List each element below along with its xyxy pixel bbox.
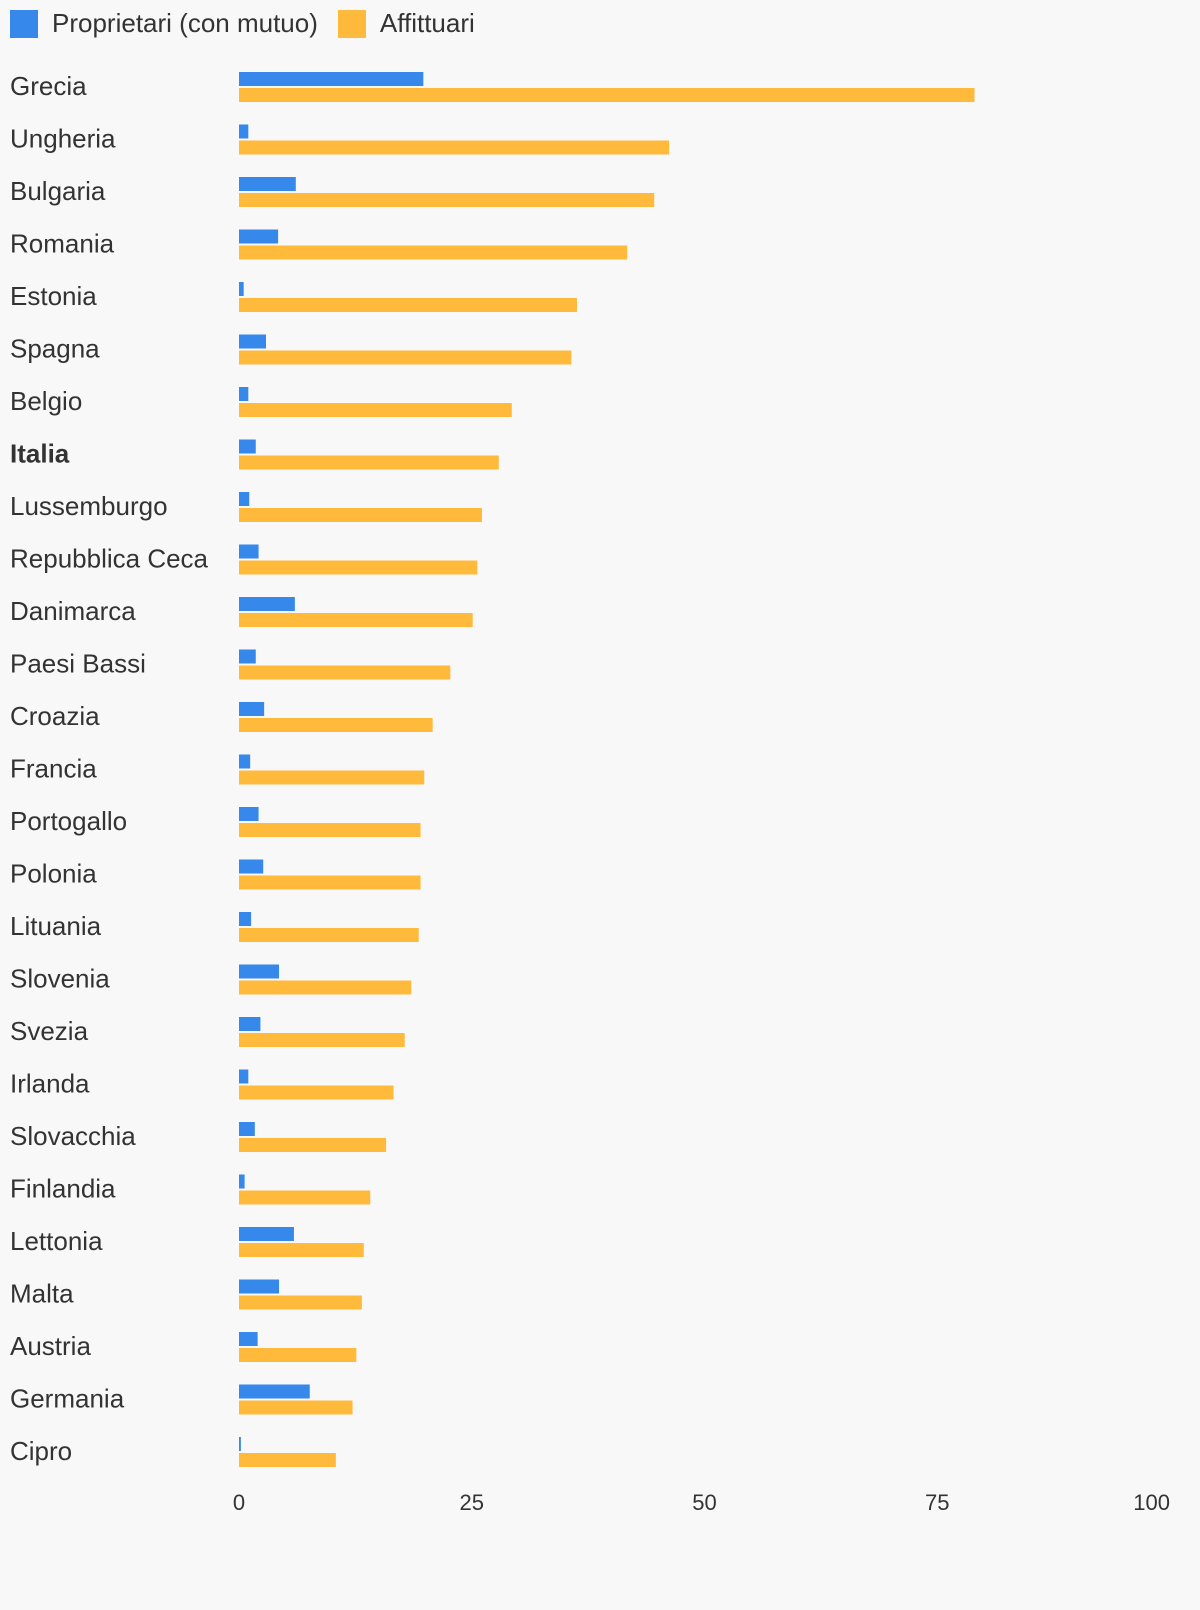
bar-renters — [239, 403, 512, 417]
bar-owners — [239, 649, 256, 664]
category-label: Slovacchia — [10, 1121, 136, 1151]
x-tick-label: 75 — [925, 1490, 949, 1515]
bar-renters — [239, 1138, 387, 1152]
bar-owners — [239, 282, 244, 296]
category-label: Malta — [10, 1279, 74, 1309]
category-label: Slovenia — [10, 964, 110, 994]
bar-owners — [239, 1437, 241, 1451]
bar-renters — [239, 298, 577, 312]
bar-renters — [239, 980, 412, 995]
bar-renters — [239, 1243, 364, 1257]
bar-owners — [239, 597, 295, 611]
bar-owners — [239, 1384, 310, 1399]
category-label: Croazia — [10, 701, 100, 731]
category-label: Paesi Bassi — [10, 649, 146, 679]
bar-renters — [239, 1400, 353, 1415]
bar-owners — [239, 1017, 261, 1031]
bar-owners — [239, 1332, 258, 1346]
bar-renters — [239, 1295, 362, 1310]
bar-renters — [239, 193, 655, 207]
x-tick-label: 25 — [460, 1490, 484, 1515]
category-label: Polonia — [10, 859, 97, 889]
category-label: Lussemburgo — [10, 491, 168, 521]
bar-owners — [239, 124, 249, 139]
bar-renters — [239, 350, 572, 365]
category-label: Finlandia — [10, 1174, 116, 1204]
category-label: Lettonia — [10, 1226, 103, 1256]
legend-label-owners: Proprietari (con mutuo) — [52, 8, 318, 38]
bar-owners — [239, 492, 250, 506]
category-label: Danimarca — [10, 596, 136, 626]
bar-owners — [239, 229, 279, 244]
bar-owners — [239, 702, 265, 716]
category-label: Romania — [10, 229, 115, 259]
bar-renters — [239, 875, 421, 890]
bar-renters — [239, 1348, 357, 1362]
bar-owners — [239, 439, 256, 454]
bar-owners — [239, 334, 266, 349]
category-label: Francia — [10, 754, 97, 784]
category-label: Italia — [10, 439, 70, 469]
category-label: Irlanda — [10, 1069, 90, 1099]
bar-renters — [239, 1190, 371, 1205]
bar-renters — [239, 928, 419, 942]
bar-owners — [239, 1279, 280, 1294]
bar-renters — [239, 560, 478, 575]
bar-owners — [239, 754, 251, 769]
legend-item-renters: Affittuari — [337, 8, 475, 39]
bar-owners — [239, 807, 259, 821]
category-label: Estonia — [10, 281, 97, 311]
bar-owners — [239, 72, 424, 86]
category-label: Repubblica Ceca — [10, 544, 209, 574]
bar-owners — [239, 387, 249, 401]
category-label: Belgio — [10, 386, 82, 416]
category-label: Portogallo — [10, 806, 127, 836]
bar-owners — [239, 1122, 255, 1136]
bar-owners — [239, 1227, 294, 1241]
chart-legend: Proprietari (con mutuo) Affittuari — [10, 8, 495, 39]
bar-owners — [239, 964, 280, 979]
bar-owners — [239, 1069, 249, 1084]
category-label: Svezia — [10, 1016, 89, 1046]
category-label: Austria — [10, 1331, 91, 1361]
category-label: Bulgaria — [10, 176, 106, 206]
bar-renters — [239, 88, 975, 102]
bar-owners — [239, 1174, 245, 1189]
category-label: Ungheria — [10, 124, 116, 154]
bar-renters — [239, 823, 421, 837]
category-label: Germania — [10, 1384, 125, 1414]
legend-swatch-owners — [10, 9, 38, 38]
category-label: Grecia — [10, 71, 87, 101]
bar-renters — [239, 718, 433, 732]
bar-renters — [239, 508, 482, 522]
bar-renters — [239, 665, 451, 680]
bar-owners — [239, 544, 259, 559]
category-label: Lituania — [10, 911, 102, 941]
bar-renters — [239, 1033, 405, 1047]
x-tick-label: 50 — [692, 1490, 716, 1515]
bar-owners — [239, 912, 252, 926]
bar-renters — [239, 455, 499, 470]
bar-renters — [239, 613, 473, 627]
bar-renters — [239, 140, 670, 155]
bar-renters — [239, 245, 628, 260]
legend-swatch-renters — [337, 9, 366, 38]
bar-owners — [239, 177, 296, 191]
bar-renters — [239, 1453, 336, 1467]
category-label: Cipro — [10, 1436, 72, 1466]
category-label: Spagna — [10, 334, 100, 364]
legend-item-owners: Proprietari (con mutuo) — [10, 8, 318, 39]
bar-renters — [239, 770, 425, 785]
x-tick-label: 0 — [233, 1490, 245, 1515]
x-tick-label: 100 — [1133, 1490, 1170, 1515]
legend-label-renters: Affittuari — [379, 8, 475, 38]
bar-renters — [239, 1085, 394, 1100]
bar-owners — [239, 859, 264, 874]
